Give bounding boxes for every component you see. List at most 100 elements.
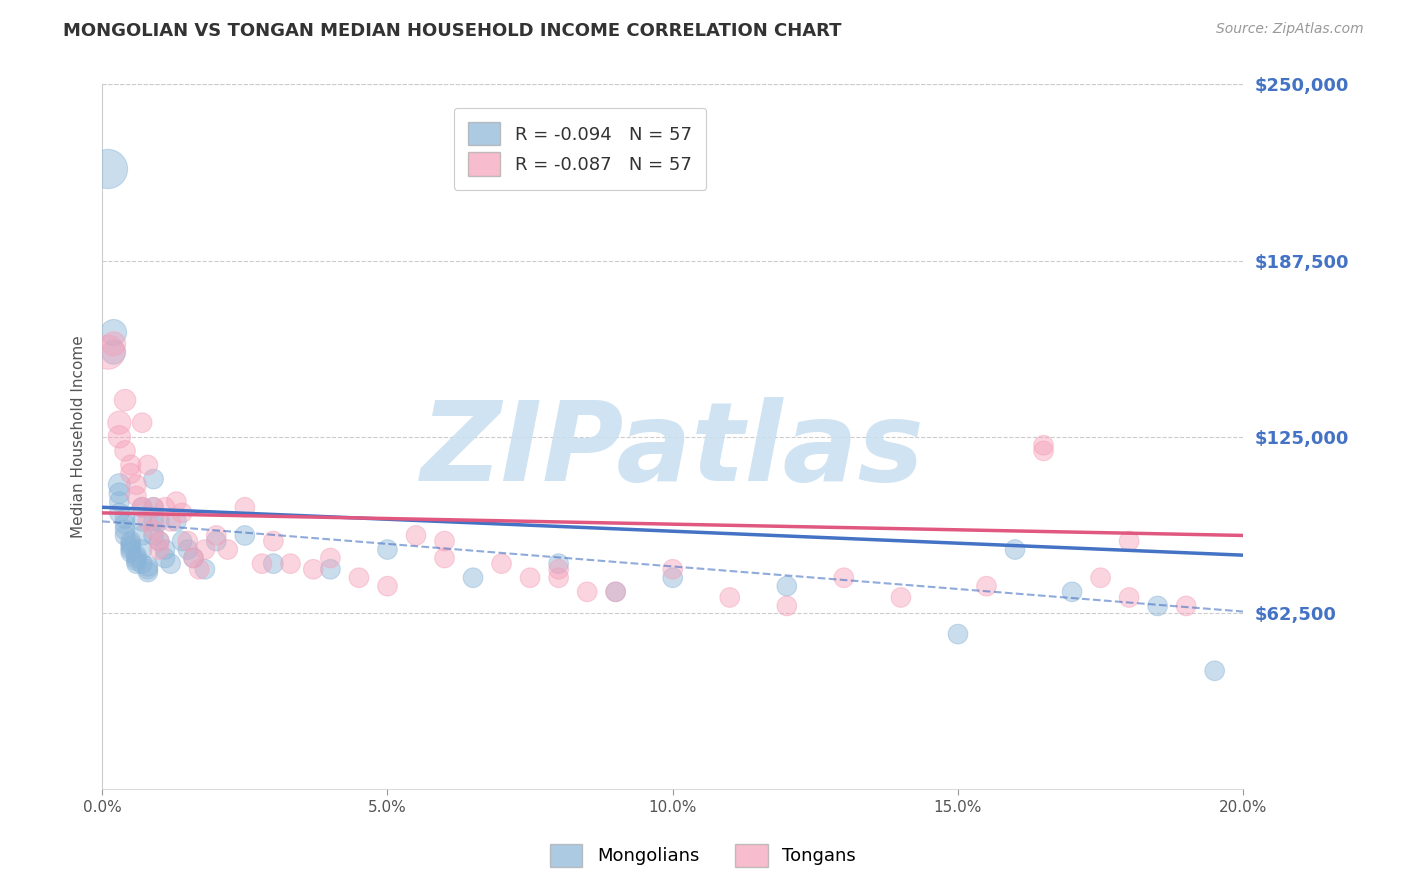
Point — [576, 584, 599, 599]
Point — [519, 571, 541, 585]
Point — [205, 534, 228, 549]
Point — [159, 557, 181, 571]
Point — [183, 551, 205, 566]
Point — [262, 557, 284, 571]
Text: MONGOLIAN VS TONGAN MEDIAN HOUSEHOLD INCOME CORRELATION CHART: MONGOLIAN VS TONGAN MEDIAN HOUSEHOLD INC… — [63, 22, 842, 40]
Point — [177, 534, 200, 549]
Point — [1004, 542, 1026, 557]
Point — [131, 528, 153, 542]
Point — [142, 528, 165, 542]
Point — [131, 500, 153, 515]
Point — [547, 557, 569, 571]
Point — [319, 562, 342, 576]
Point — [97, 161, 120, 176]
Point — [125, 554, 148, 568]
Point — [217, 542, 239, 557]
Point — [433, 551, 456, 566]
Point — [491, 557, 513, 571]
Point — [172, 506, 194, 520]
Point — [250, 557, 273, 571]
Point — [172, 534, 194, 549]
Point — [776, 599, 799, 613]
Text: ZIPatlas: ZIPatlas — [420, 397, 925, 504]
Point — [832, 571, 855, 585]
Text: Source: ZipAtlas.com: Source: ZipAtlas.com — [1216, 22, 1364, 37]
Point — [148, 542, 170, 557]
Point — [718, 591, 741, 605]
Point — [165, 514, 187, 528]
Point — [148, 534, 170, 549]
Point — [114, 528, 136, 542]
Point — [1204, 664, 1226, 678]
Point — [280, 557, 302, 571]
Point — [108, 477, 131, 491]
Point — [103, 336, 125, 351]
Point — [120, 467, 142, 481]
Point — [405, 528, 427, 542]
Point — [142, 472, 165, 486]
Point — [131, 542, 153, 557]
Point — [136, 458, 159, 472]
Point — [114, 511, 136, 525]
Point — [131, 557, 153, 571]
Point — [776, 579, 799, 593]
Legend: Mongolians, Tongans: Mongolians, Tongans — [543, 837, 863, 874]
Point — [1032, 438, 1054, 452]
Point — [547, 571, 569, 585]
Point — [433, 534, 456, 549]
Point — [547, 562, 569, 576]
Point — [302, 562, 325, 576]
Point — [194, 542, 217, 557]
Y-axis label: Median Household Income: Median Household Income — [72, 335, 86, 538]
Point — [159, 514, 181, 528]
Point — [120, 534, 142, 549]
Point — [605, 584, 627, 599]
Point — [946, 627, 969, 641]
Point — [142, 500, 165, 515]
Point — [125, 548, 148, 562]
Point — [125, 551, 148, 566]
Point — [142, 500, 165, 515]
Point — [108, 494, 131, 508]
Point — [120, 537, 142, 551]
Point — [1118, 534, 1140, 549]
Point — [108, 430, 131, 444]
Point — [194, 562, 217, 576]
Point — [136, 565, 159, 579]
Point — [165, 494, 187, 508]
Point — [131, 416, 153, 430]
Point — [131, 514, 153, 528]
Point — [97, 345, 120, 359]
Point — [153, 542, 176, 557]
Point — [605, 584, 627, 599]
Point — [890, 591, 912, 605]
Point — [125, 557, 148, 571]
Point — [661, 562, 683, 576]
Point — [1032, 443, 1054, 458]
Point — [136, 559, 159, 574]
Point — [108, 486, 131, 500]
Point — [114, 393, 136, 408]
Point — [1146, 599, 1168, 613]
Point — [183, 551, 205, 566]
Point — [319, 551, 342, 566]
Point — [377, 579, 399, 593]
Point — [153, 500, 176, 515]
Point — [108, 416, 131, 430]
Point — [262, 534, 284, 549]
Point — [125, 489, 148, 503]
Point — [103, 345, 125, 359]
Point — [177, 542, 200, 557]
Point — [347, 571, 370, 585]
Point — [148, 534, 170, 549]
Legend: R = -0.094   N = 57, R = -0.087   N = 57: R = -0.094 N = 57, R = -0.087 N = 57 — [454, 108, 706, 190]
Point — [142, 514, 165, 528]
Point — [120, 540, 142, 554]
Point — [976, 579, 998, 593]
Point — [136, 514, 159, 528]
Point — [125, 477, 148, 491]
Point — [461, 571, 484, 585]
Point — [142, 523, 165, 537]
Point — [188, 562, 211, 576]
Point — [1090, 571, 1112, 585]
